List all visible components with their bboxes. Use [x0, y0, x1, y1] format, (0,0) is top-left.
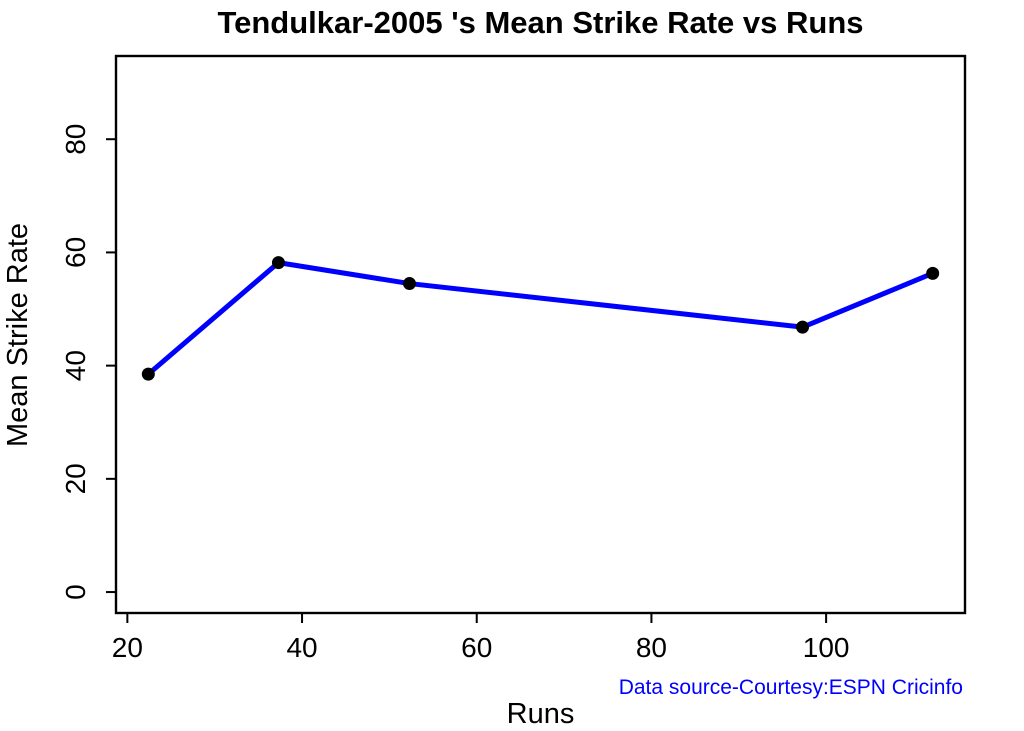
- data-point: [141, 367, 155, 381]
- x-axis-label: Runs: [506, 698, 575, 730]
- x-axis-tick-label: 40: [286, 632, 317, 663]
- data-source-note: Data source-Courtesy:ESPN Cricinfo: [618, 676, 963, 699]
- chart-title: Tendulkar-2005 's Mean Strike Rate vs Ru…: [217, 5, 864, 40]
- x-axis-tick-label: 80: [636, 632, 667, 663]
- data-point: [271, 256, 285, 270]
- y-axis-tick-label: 60: [60, 237, 91, 268]
- y-axis-tick-label: 0: [60, 584, 91, 600]
- data-point: [926, 266, 940, 280]
- data-point: [796, 320, 810, 334]
- y-axis-tick-label: 40: [60, 350, 91, 381]
- plot-box: [114, 54, 967, 615]
- data-point: [402, 277, 416, 291]
- y-axis-tick-label: 20: [60, 463, 91, 494]
- x-axis-tick-label: 20: [112, 632, 143, 663]
- x-axis-tick-label: 100: [803, 632, 850, 663]
- series-line: [145, 260, 936, 377]
- x-axis-tick-label: 60: [461, 632, 492, 663]
- y-axis-tick-label: 80: [60, 124, 91, 155]
